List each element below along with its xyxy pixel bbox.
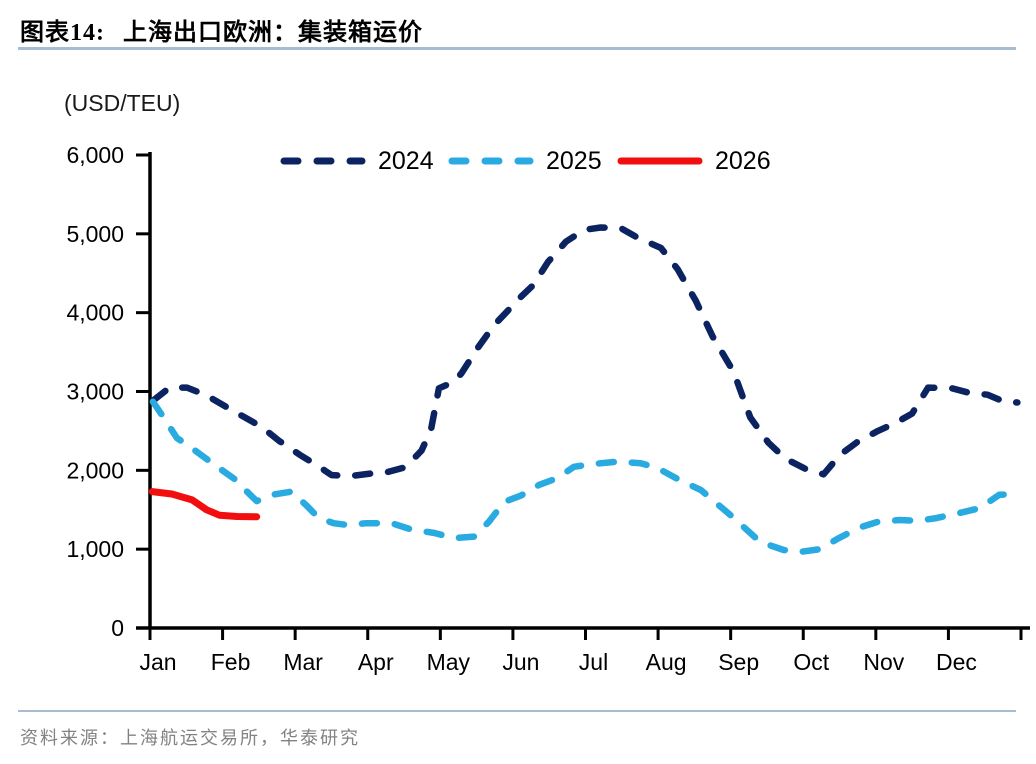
svg-text:Dec: Dec [936, 649, 977, 675]
svg-text:3,000: 3,000 [66, 379, 124, 405]
footer-divider [18, 710, 1016, 712]
source-note: 资料来源：上海航运交易所，华泰研究 [20, 728, 360, 748]
svg-text:Apr: Apr [358, 649, 394, 675]
svg-text:Sep: Sep [718, 649, 759, 675]
figure-title: 图表14: 上海出口欧洲：集装箱运价 [20, 12, 423, 47]
svg-text:0: 0 [111, 615, 124, 641]
svg-text:Feb: Feb [211, 649, 251, 675]
svg-text:6,000: 6,000 [66, 142, 124, 168]
svg-text:May: May [427, 649, 471, 675]
svg-text:Jun: Jun [502, 649, 539, 675]
figure-label: 图表14: [20, 20, 105, 46]
svg-text:Jan: Jan [139, 649, 176, 675]
svg-text:4,000: 4,000 [66, 300, 124, 326]
figure-name: 上海出口欧洲：集装箱运价 [123, 20, 423, 46]
svg-text:2,000: 2,000 [66, 457, 124, 483]
svg-text:Aug: Aug [646, 649, 687, 675]
line-chart: 0 1,000 2,000 3,000 4,000 5,000 6,000 Jan Feb Mar… [66, 142, 1030, 675]
title-underline [18, 47, 1016, 50]
y-axis-unit: (USD/TEU) [64, 90, 181, 116]
svg-text:1,000: 1,000 [66, 536, 124, 562]
svg-text:Nov: Nov [863, 649, 904, 675]
svg-text:Jul: Jul [579, 649, 608, 675]
svg-text:Mar: Mar [283, 649, 323, 675]
svg-text:Oct: Oct [793, 649, 829, 675]
svg-text:5,000: 5,000 [66, 221, 124, 247]
